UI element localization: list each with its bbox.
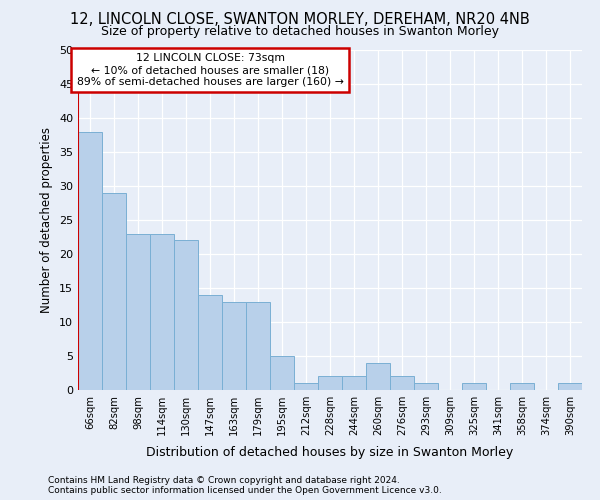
Bar — [414, 383, 438, 390]
Text: Size of property relative to detached houses in Swanton Morley: Size of property relative to detached ho… — [101, 25, 499, 38]
X-axis label: Distribution of detached houses by size in Swanton Morley: Distribution of detached houses by size … — [146, 446, 514, 460]
Bar — [102, 193, 126, 390]
Bar — [342, 376, 366, 390]
Bar — [78, 132, 102, 390]
Bar — [318, 376, 342, 390]
Bar — [126, 234, 150, 390]
Bar — [222, 302, 246, 390]
Bar — [246, 302, 270, 390]
Y-axis label: Number of detached properties: Number of detached properties — [40, 127, 53, 313]
Bar — [510, 383, 534, 390]
Bar — [150, 234, 174, 390]
Bar — [294, 383, 318, 390]
Text: 12 LINCOLN CLOSE: 73sqm
← 10% of detached houses are smaller (18)
89% of semi-de: 12 LINCOLN CLOSE: 73sqm ← 10% of detache… — [77, 54, 343, 86]
Bar — [390, 376, 414, 390]
Text: 12, LINCOLN CLOSE, SWANTON MORLEY, DEREHAM, NR20 4NB: 12, LINCOLN CLOSE, SWANTON MORLEY, DEREH… — [70, 12, 530, 28]
Bar — [558, 383, 582, 390]
Text: Contains public sector information licensed under the Open Government Licence v3: Contains public sector information licen… — [48, 486, 442, 495]
Bar — [198, 295, 222, 390]
Bar — [270, 356, 294, 390]
Text: Contains HM Land Registry data © Crown copyright and database right 2024.: Contains HM Land Registry data © Crown c… — [48, 476, 400, 485]
Bar — [462, 383, 486, 390]
Bar — [366, 363, 390, 390]
Bar — [174, 240, 198, 390]
